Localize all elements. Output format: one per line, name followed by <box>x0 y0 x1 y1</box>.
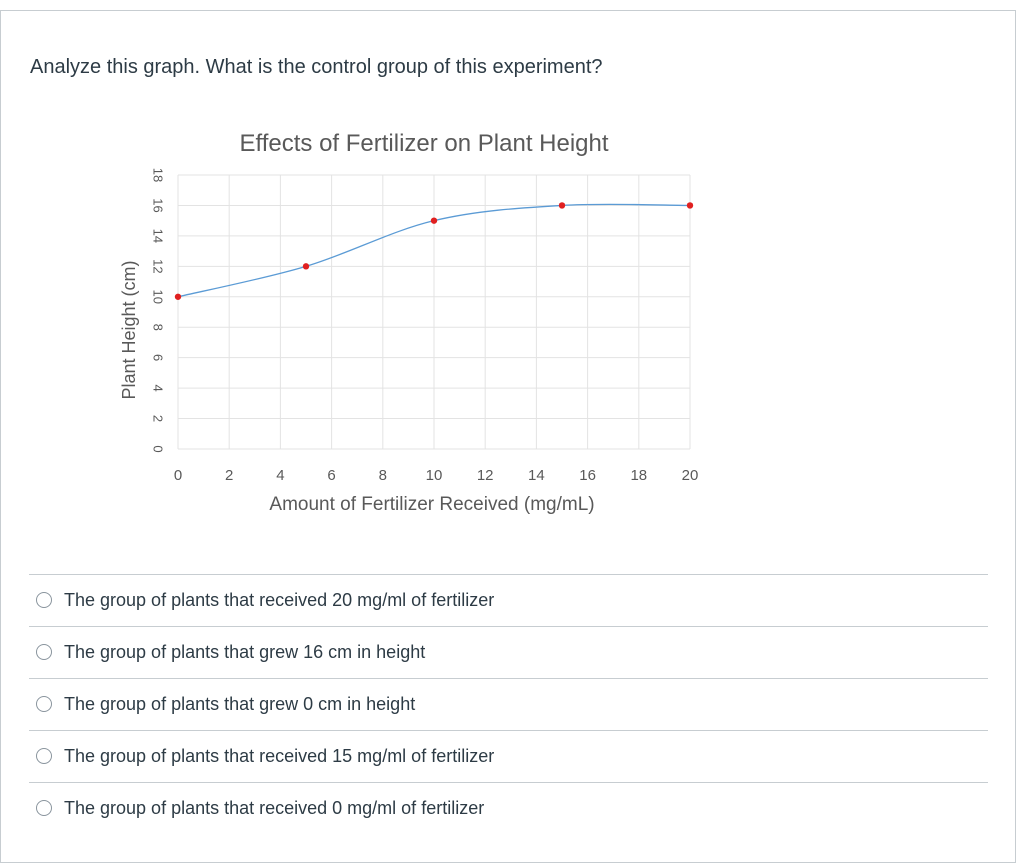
answer-option-1[interactable]: The group of plants that received 20 mg/… <box>29 574 988 626</box>
radio-button[interactable] <box>36 696 52 712</box>
y-tick-label: 0 <box>151 445 166 452</box>
y-tick-label: 10 <box>151 290 166 304</box>
y-tick-label: 18 <box>151 168 166 182</box>
data-point <box>302 263 310 270</box>
chart: 0 2 4 6 8 10 12 14 16 18 20 0 2 4 6 8 10 12 14 16 18 Effects … <box>100 118 720 528</box>
y-tick-label: 8 <box>151 324 166 331</box>
x-tick-label: 6 <box>327 467 335 484</box>
answer-option-4[interactable]: The group of plants that received 15 mg/… <box>29 730 988 782</box>
x-tick-label: 10 <box>426 467 443 484</box>
answer-label: The group of plants that received 20 mg/… <box>64 590 495 610</box>
answer-option-2[interactable]: The group of plants that grew 16 cm in h… <box>29 626 988 678</box>
chart-svg: 0 2 4 6 8 10 12 14 16 18 20 0 2 4 6 8 10 12 14 16 18 Effects … <box>119 130 699 515</box>
answer-label: The group of plants that grew 16 cm in h… <box>64 642 426 662</box>
chart-title: Effects of Fertilizer on Plant Height <box>239 130 608 157</box>
radio-button[interactable] <box>36 800 52 816</box>
answer-list: The group of plants that received 20 mg/… <box>29 574 988 834</box>
answer-label: The group of plants that grew 0 cm in he… <box>64 694 416 714</box>
radio-button[interactable] <box>36 644 52 660</box>
answer-label: The group of plants that received 0 mg/m… <box>64 798 485 818</box>
radio-button[interactable] <box>36 592 52 608</box>
question-text: Analyze this graph. What is the control … <box>30 56 603 78</box>
x-tick-label: 14 <box>528 467 545 484</box>
answer-option-5[interactable]: The group of plants that received 0 mg/m… <box>29 782 988 834</box>
x-tick-label: 0 <box>174 467 182 484</box>
answer-option-3[interactable]: The group of plants that grew 0 cm in he… <box>29 678 988 730</box>
y-tick-label: 2 <box>151 415 166 422</box>
y-tick-label: 12 <box>151 259 166 273</box>
y-tick-label: 4 <box>151 384 166 391</box>
x-tick-label: 12 <box>477 467 494 484</box>
x-tick-label: 20 <box>682 467 699 484</box>
y-tick-label: 14 <box>151 229 166 243</box>
y-axis-label: Plant Height (cm) <box>119 260 139 399</box>
data-point <box>558 202 566 209</box>
x-tick-label: 8 <box>379 467 387 484</box>
answer-label: The group of plants that received 15 mg/… <box>64 746 495 766</box>
top-bar <box>0 0 1024 10</box>
question-card <box>0 10 1016 863</box>
x-tick-label: 18 <box>630 467 647 484</box>
y-tick-label: 16 <box>151 198 166 212</box>
x-tick-label: 2 <box>225 467 233 484</box>
data-point <box>430 217 438 224</box>
x-tick-label: 16 <box>579 467 596 484</box>
radio-button[interactable] <box>36 748 52 764</box>
data-point <box>174 293 182 300</box>
x-tick-label: 4 <box>276 467 284 484</box>
data-point <box>686 202 694 209</box>
y-tick-label: 6 <box>151 354 166 361</box>
x-axis-label: Amount of Fertilizer Received (mg/mL) <box>269 494 594 515</box>
